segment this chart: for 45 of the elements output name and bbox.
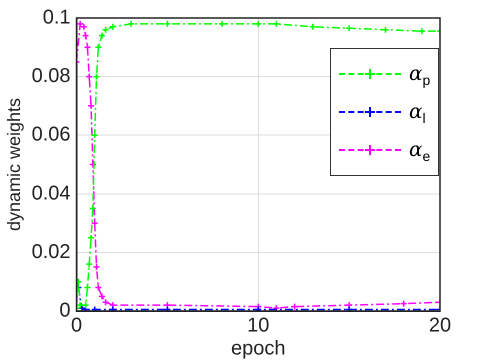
y-tick-label: 0.04 — [32, 182, 71, 204]
point — [218, 20, 226, 28]
point — [89, 204, 97, 212]
y-tick-label: 0 — [59, 300, 71, 322]
y-tick-label: 0.06 — [32, 124, 71, 146]
point — [76, 20, 84, 28]
point — [84, 284, 92, 292]
point — [345, 24, 353, 32]
point — [92, 263, 100, 271]
legend-label: α$_{l}$ — [409, 98, 426, 126]
y-axis-title: dynamic weights — [4, 98, 24, 232]
y-tick-label: 0.08 — [32, 65, 71, 88]
x-axis-title: epoch — [231, 338, 286, 360]
point — [309, 23, 317, 31]
x-tick-label: 20 — [428, 314, 452, 337]
point — [86, 260, 93, 268]
point — [400, 300, 408, 308]
point — [102, 26, 110, 34]
point — [90, 131, 98, 139]
point — [272, 20, 280, 28]
point — [80, 23, 88, 31]
point — [418, 27, 426, 35]
x-tick-label: 10 — [247, 314, 270, 337]
point — [89, 160, 97, 168]
point — [254, 20, 262, 28]
point — [90, 219, 98, 227]
point — [84, 44, 92, 52]
legend-label: α$_{p}$ — [409, 60, 430, 88]
point — [94, 44, 102, 52]
point — [86, 72, 93, 80]
point — [98, 32, 106, 40]
point — [290, 302, 298, 310]
y-tick-label: 0.02 — [32, 240, 71, 263]
point — [382, 26, 390, 34]
point — [82, 32, 90, 40]
point — [82, 301, 90, 309]
point — [94, 284, 102, 292]
point — [164, 20, 172, 28]
point — [87, 102, 95, 110]
point — [109, 23, 117, 31]
legend-label: α$_{e}$ — [409, 136, 430, 164]
point — [127, 20, 135, 28]
point — [87, 234, 95, 242]
y-tick-label: 0.1 — [42, 6, 71, 29]
point — [92, 72, 100, 80]
